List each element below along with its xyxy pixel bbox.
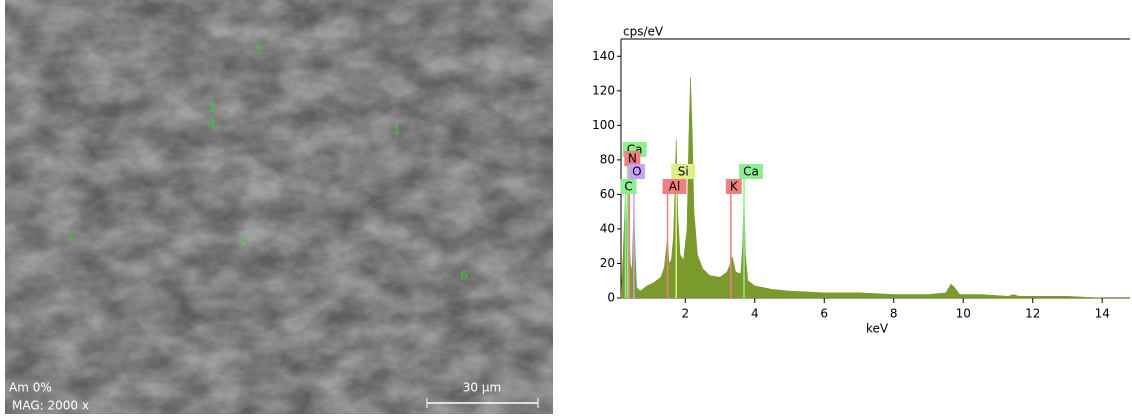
element-box bbox=[662, 179, 687, 194]
x-tick-label: 12 bbox=[1025, 307, 1040, 321]
point-label: 2 bbox=[256, 43, 264, 57]
point-label: 3 bbox=[208, 101, 216, 115]
element-box bbox=[738, 164, 763, 179]
spectrum: cps/eV keV 0 20 40 60 80 100 120 140 2 4 6 8 10 12 14 Ca N… bbox=[592, 25, 1130, 336]
element-label: N bbox=[628, 152, 637, 166]
x-axis-label: keV bbox=[866, 322, 889, 336]
x-tick-label: 10 bbox=[956, 307, 971, 321]
y-tick-label: 0 bbox=[607, 291, 615, 305]
y-axis-label: cps/eV bbox=[623, 25, 664, 39]
y-tick-label: 20 bbox=[600, 256, 615, 270]
point-label: 4 bbox=[208, 118, 216, 132]
element-label: O bbox=[632, 165, 641, 179]
scale-label: 30 µm bbox=[463, 381, 501, 395]
spectrum-area bbox=[620, 76, 1130, 299]
point-label: 5 bbox=[241, 236, 249, 250]
y-tick-label: 100 bbox=[592, 118, 615, 132]
x-tick-label: 14 bbox=[1095, 307, 1110, 321]
x-tick-label: 8 bbox=[890, 307, 898, 321]
element-box bbox=[628, 164, 645, 179]
sem-image: Am 0% MAG: 2000 x 30 µm bbox=[5, 0, 553, 414]
element-label: K bbox=[730, 180, 739, 194]
caption: MAG: 2000 x bbox=[12, 399, 89, 413]
y-tick-label: 140 bbox=[592, 49, 615, 63]
y-tick-label: 60 bbox=[600, 187, 615, 201]
element-label: Al bbox=[669, 180, 681, 194]
x-tick-label: 2 bbox=[681, 307, 689, 321]
x-tick-label: 6 bbox=[820, 307, 828, 321]
element-label: C bbox=[624, 180, 632, 194]
element-label: Ca bbox=[743, 165, 759, 179]
point-label: 1 bbox=[393, 124, 401, 138]
y-tick-label: 120 bbox=[592, 83, 615, 97]
element-box bbox=[620, 179, 637, 194]
sem-texture bbox=[5, 0, 553, 414]
element-box bbox=[671, 164, 696, 179]
point-label: 7 bbox=[66, 233, 74, 247]
point-label: 6 bbox=[460, 269, 468, 283]
element-label: Si bbox=[678, 165, 689, 179]
y-tick-label: 80 bbox=[600, 152, 615, 166]
x-tick-label: 4 bbox=[751, 307, 759, 321]
element-box bbox=[624, 151, 641, 166]
caption: Am 0% bbox=[9, 381, 52, 395]
y-tick-label: 40 bbox=[600, 221, 615, 235]
element-box bbox=[725, 179, 742, 194]
